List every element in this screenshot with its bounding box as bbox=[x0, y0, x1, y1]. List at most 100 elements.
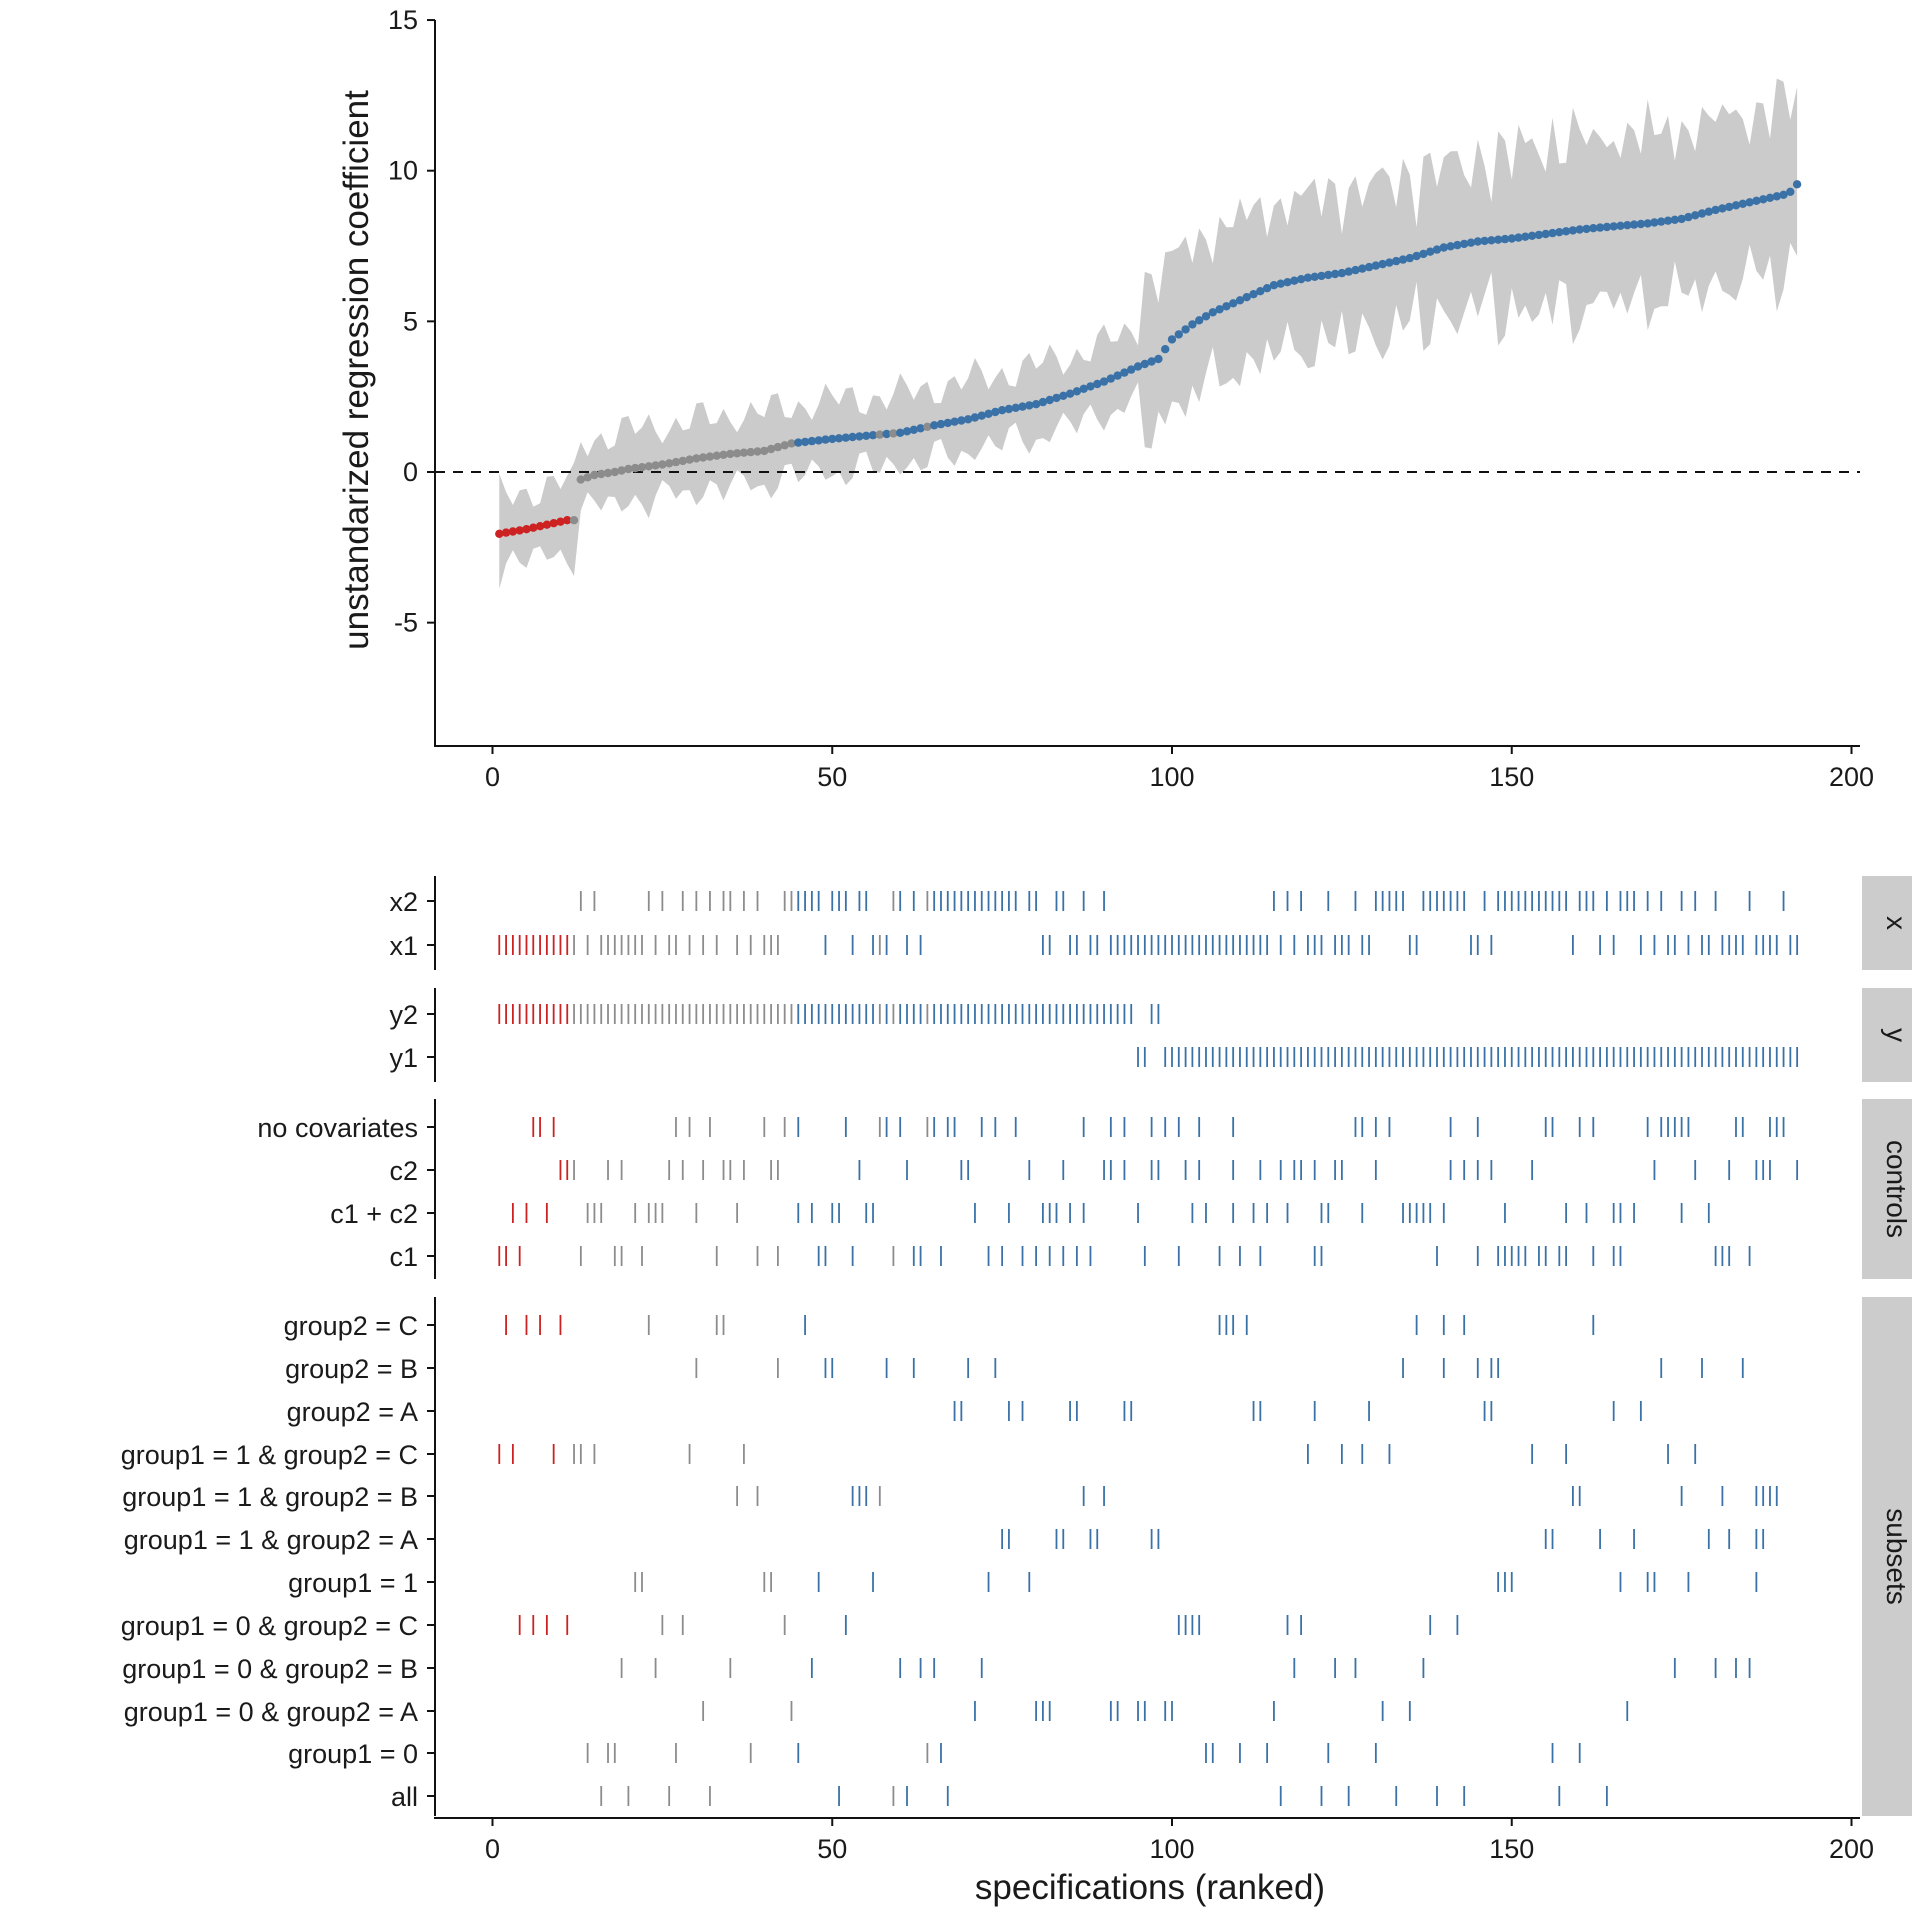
top-x-tick-label: 100 bbox=[1149, 762, 1194, 792]
coefficient-point bbox=[1697, 209, 1707, 218]
coefficient-point bbox=[1364, 262, 1374, 272]
coefficient-point bbox=[583, 473, 592, 482]
row-label: x1 bbox=[389, 931, 418, 961]
coefficient-point bbox=[814, 436, 823, 445]
coefficient-point bbox=[1174, 330, 1184, 339]
coefficient-point bbox=[698, 453, 708, 462]
coefficient-point bbox=[1222, 302, 1231, 311]
coefficient-point bbox=[1330, 269, 1340, 279]
panel-strip-label: controls bbox=[1881, 1140, 1912, 1238]
coefficient-point bbox=[1052, 393, 1061, 403]
coefficient-point bbox=[1786, 187, 1795, 196]
coefficient-point bbox=[1792, 180, 1802, 189]
row-label: group1 = 0 & group2 = C bbox=[121, 1611, 418, 1641]
coefficient-points-layer bbox=[495, 180, 1802, 538]
row-label: c2 bbox=[389, 1156, 418, 1186]
coefficient-point bbox=[1582, 224, 1591, 234]
coefficient-point bbox=[1446, 242, 1455, 251]
spec-panel-y: y y2 y1 bbox=[389, 988, 1912, 1082]
x-axis-title: specifications (ranked) bbox=[975, 1868, 1325, 1907]
coefficient-point bbox=[1344, 267, 1353, 276]
coefficient-point bbox=[1684, 212, 1693, 222]
coefficient-point bbox=[1242, 293, 1251, 302]
coefficient-point bbox=[1378, 259, 1387, 269]
coefficient-point bbox=[1473, 237, 1483, 246]
coefficient-point bbox=[671, 457, 681, 467]
bottom-axes: 0 50 100 150 200 bbox=[434, 1817, 1874, 1864]
coefficient-point bbox=[766, 444, 776, 454]
row-label: group1 = 1 & group2 = B bbox=[122, 1482, 418, 1512]
coefficient-point bbox=[780, 441, 789, 450]
coefficient-point bbox=[501, 528, 511, 537]
coefficient-point bbox=[1235, 296, 1245, 305]
coefficient-point bbox=[1623, 221, 1632, 230]
coefficient-point bbox=[515, 526, 524, 535]
coefficient-point bbox=[875, 430, 884, 439]
coefficient-point bbox=[787, 439, 796, 448]
coefficient-point bbox=[1079, 384, 1088, 393]
row-label: no covariates bbox=[257, 1113, 418, 1143]
coefficient-point bbox=[556, 517, 565, 526]
coefficient-point bbox=[800, 437, 810, 447]
spec-panel-controls: controls no covariates c2 c1 + c2 c1 bbox=[257, 1099, 1912, 1279]
row-label: group2 = C bbox=[284, 1311, 418, 1341]
coefficient-point bbox=[1059, 391, 1068, 400]
coefficient-point bbox=[1527, 231, 1537, 240]
coefficient-point bbox=[1290, 276, 1299, 285]
coefficient-point bbox=[1691, 211, 1700, 220]
coefficient-point bbox=[828, 434, 837, 444]
coefficient-point bbox=[1405, 253, 1415, 263]
coefficient-point bbox=[943, 418, 952, 428]
bottom-panel: x x2 x1 y y2 y1 controls no covariates c2 c1 + c2… bbox=[121, 876, 1912, 1907]
coefficient-point bbox=[1133, 362, 1143, 371]
row-label: c1 bbox=[389, 1242, 418, 1272]
coefficient-point bbox=[1534, 230, 1544, 240]
coefficient-point bbox=[1296, 275, 1306, 284]
coefficient-point bbox=[1453, 240, 1462, 250]
coefficient-point bbox=[590, 470, 599, 480]
coefficient-point bbox=[930, 421, 939, 430]
bottom-x-tick-label: 0 bbox=[485, 1834, 500, 1864]
top-y-tick-label: 15 bbox=[388, 5, 418, 35]
coefficient-point bbox=[1460, 239, 1469, 249]
coefficient-point bbox=[991, 407, 1000, 417]
top-y-tick-label: 10 bbox=[388, 156, 418, 186]
coefficient-point bbox=[1113, 371, 1122, 380]
coefficient-point bbox=[529, 523, 538, 532]
coefficient-point bbox=[631, 463, 640, 473]
coefficient-point bbox=[970, 413, 980, 422]
coefficient-point bbox=[902, 427, 912, 436]
coefficient-point bbox=[1629, 220, 1639, 229]
coefficient-point bbox=[889, 429, 898, 438]
coefficient-point bbox=[807, 436, 817, 446]
coefficient-point bbox=[508, 527, 518, 536]
coefficient-point bbox=[726, 449, 735, 459]
coefficient-point bbox=[1025, 401, 1034, 410]
coefficient-point bbox=[1636, 219, 1646, 229]
coefficient-point bbox=[1541, 229, 1550, 239]
coefficient-point bbox=[1602, 222, 1612, 232]
coefficient-point bbox=[773, 442, 783, 452]
coefficient-point bbox=[1711, 205, 1720, 215]
row-label: group2 = B bbox=[285, 1354, 418, 1384]
coefficient-point bbox=[719, 450, 728, 459]
spec-panels-layer: x x2 x1 y y2 y1 controls no covariates c2 c1 + c2… bbox=[121, 876, 1912, 1816]
coefficient-point bbox=[1555, 228, 1564, 237]
coefficient-point bbox=[1310, 272, 1319, 281]
coefficient-point bbox=[896, 428, 905, 437]
panel-strip-label: subsets bbox=[1881, 1508, 1912, 1605]
coefficient-point bbox=[1466, 238, 1476, 247]
coefficient-point bbox=[1106, 374, 1116, 383]
coefficient-point bbox=[1337, 268, 1347, 278]
coefficient-point bbox=[1419, 249, 1428, 259]
coefficient-point bbox=[1426, 247, 1435, 256]
coefficient-point bbox=[1745, 198, 1754, 207]
row-label: group1 = 1 & group2 = A bbox=[124, 1525, 418, 1555]
coefficient-point bbox=[753, 447, 762, 456]
bottom-x-tick-label: 150 bbox=[1489, 1834, 1534, 1864]
spec-panel-subsets: subsets group2 = C group2 = B group2 = A gro… bbox=[121, 1297, 1912, 1816]
top-y-tick-label: 0 bbox=[403, 457, 418, 487]
panel-strip bbox=[1862, 988, 1912, 1082]
coefficient-point bbox=[1099, 377, 1109, 386]
